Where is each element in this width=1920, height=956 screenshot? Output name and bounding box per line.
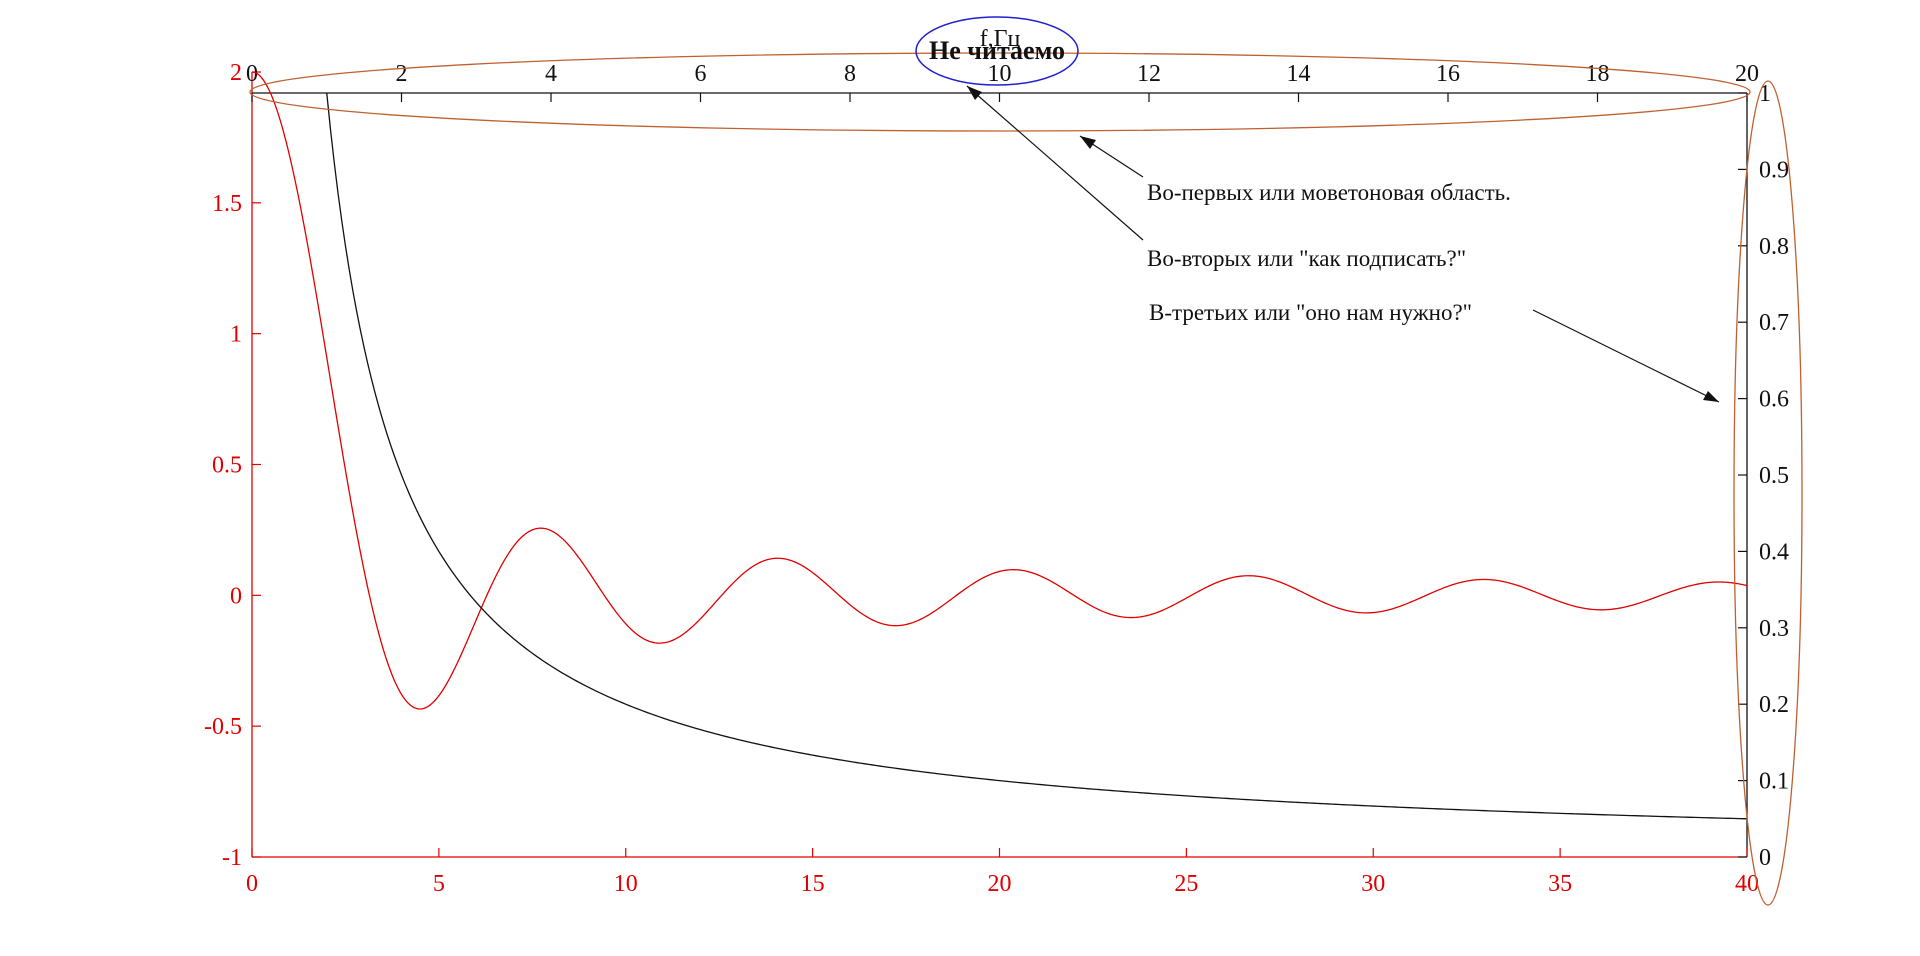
- right-y-tick-label: 0: [1759, 845, 1771, 871]
- bottom-x-tick-label: 15: [801, 871, 825, 897]
- arrow-second-head: [967, 86, 982, 100]
- top-x-tick-label: 0: [246, 61, 258, 87]
- annotation-first: Во-первых или моветоновая область.: [1147, 180, 1511, 205]
- top-x-tick-label: 16: [1436, 61, 1460, 87]
- right-y-tick-label: 0.1: [1759, 769, 1789, 795]
- left-y-tick-label: 1.5: [212, 191, 242, 217]
- top-x-axis-label: f,Гц: [980, 26, 1021, 52]
- bottom-x-tick-label: 20: [988, 871, 1012, 897]
- left-y-tick-label: 0: [230, 583, 242, 609]
- bottom-x-tick-label: 0: [246, 871, 258, 897]
- bottom-x-tick-label: 35: [1548, 871, 1572, 897]
- left-y-tick-label: 2: [230, 60, 242, 86]
- annotations: f,Гц Не читаемо Во-первых или моветонова…: [249, 16, 1803, 906]
- series-black-decay: [326, 92, 1748, 820]
- annotation-second: Во-вторых или "как подписать?": [1147, 246, 1466, 271]
- right-y-tick-label: 0.3: [1759, 616, 1789, 642]
- top-x-tick-label: 14: [1287, 61, 1311, 87]
- arrow-third-head: [1703, 391, 1719, 402]
- bottom-x-tick-label: 5: [433, 871, 445, 897]
- top-x-tick-label: 20: [1735, 61, 1759, 87]
- annotation-third: В-третьих или "оно нам нужно?": [1149, 300, 1472, 325]
- bottom-x-tick-label: 25: [1174, 871, 1198, 897]
- top-axis-highlight-ellipse: [249, 52, 1751, 132]
- axis-label-highlight-ellipse: [915, 16, 1079, 86]
- top-x-tick-label: 2: [396, 61, 408, 87]
- right-y-tick-label: 0.7: [1759, 310, 1789, 336]
- series: [251, 71, 1748, 820]
- left-y-tick-label: -1: [222, 845, 242, 871]
- right-y-tick-label: 1: [1759, 81, 1771, 107]
- ticks: 0 5 10 15 20 25 30 35 40-1-0.500.511.52 0 2 4 6 8 10 12…: [204, 60, 1789, 897]
- top-x-tick-label: 6: [695, 61, 707, 87]
- left-y-tick-label: -0.5: [204, 714, 242, 740]
- right-axis-highlight-ellipse: [1733, 80, 1803, 906]
- top-x-tick-label: 12: [1137, 61, 1161, 87]
- series-red-damped-oscillation: [251, 71, 1748, 710]
- top-x-tick-label: 8: [844, 61, 856, 87]
- arrow-third: [1532, 309, 1720, 403]
- top-x-tick-label: 4: [545, 61, 557, 87]
- bottom-x-tick-label: 10: [614, 871, 638, 897]
- arrow-first-head: [1080, 136, 1096, 149]
- left-y-tick-label: 1: [230, 322, 242, 348]
- right-y-tick-label: 0.5: [1759, 463, 1789, 489]
- right-y-tick-label: 0.9: [1759, 157, 1789, 183]
- top-x-tick-label: 10: [988, 61, 1012, 87]
- right-y-tick-label: 0.8: [1759, 234, 1789, 260]
- unreadable-annotation: Не читаемо: [929, 36, 1065, 65]
- right-y-tick-label: 0.4: [1759, 539, 1789, 565]
- top-x-tick-label: 18: [1586, 61, 1610, 87]
- left-y-tick-label: 0.5: [212, 453, 242, 479]
- bottom-x-tick-label: 30: [1361, 871, 1385, 897]
- arrow-second: [966, 85, 1144, 241]
- right-y-tick-label: 0.6: [1759, 387, 1789, 413]
- right-y-tick-label: 0.2: [1759, 692, 1789, 718]
- axes: [251, 72, 1748, 858]
